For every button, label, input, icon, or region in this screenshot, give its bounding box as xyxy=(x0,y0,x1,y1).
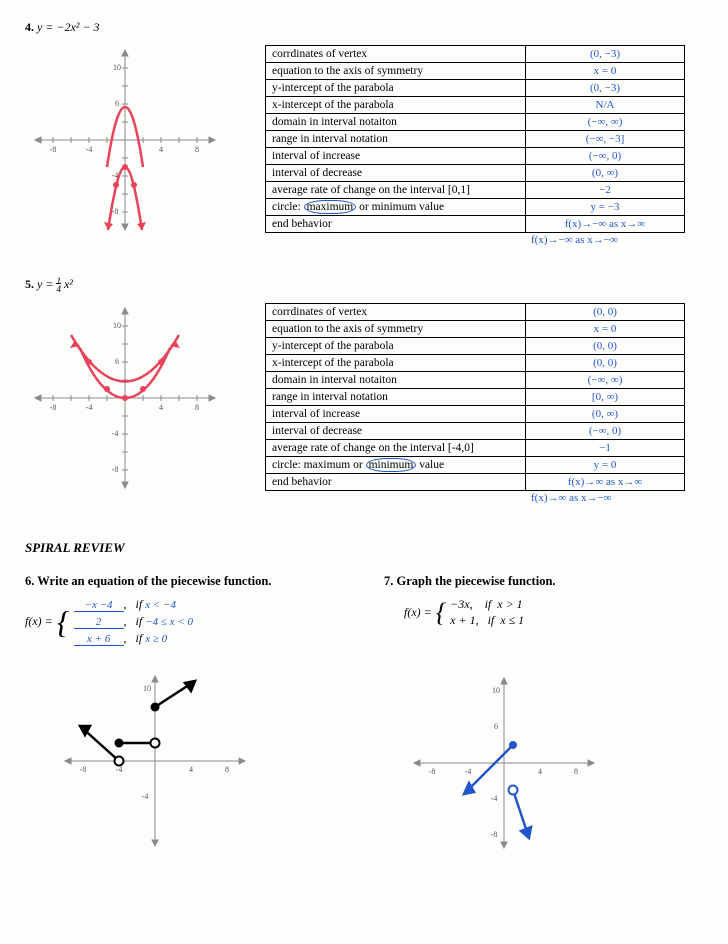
svg-text:-8: -8 xyxy=(80,765,87,774)
q6-graph: -8-448 10-4 xyxy=(55,671,344,855)
table-row: range in interval notation[0, ∞) xyxy=(266,389,685,406)
svg-text:8: 8 xyxy=(195,145,199,154)
table-row: y-intercept of the parabola(0, −3) xyxy=(266,80,685,97)
table-row: range in interval notation(−∞, −3] xyxy=(266,131,685,148)
table-row: average rate of change on the interval [… xyxy=(266,440,685,457)
problem-5: 5. y = 14 x² xyxy=(25,277,703,505)
table-row: corrdinates of vertex(0, −3) xyxy=(266,46,685,63)
svg-text:10: 10 xyxy=(492,686,500,695)
svg-text:10: 10 xyxy=(113,63,121,72)
problem-5-table-wrap: corrdinates of vertex(0, 0) equation to … xyxy=(265,298,685,505)
problem-equation: y = −2x² − 3 xyxy=(37,20,100,34)
table-row: average rate of change on the interval [… xyxy=(266,182,685,199)
table-row: interval of decrease(0, ∞) xyxy=(266,165,685,182)
questions-row: 6. Write an equation of the piecewise fu… xyxy=(25,574,703,857)
problem-4-table-wrap: corrdinates of vertex(0, −3) equation to… xyxy=(265,40,685,247)
q7-piecewise: f(x) = { −3x, if x > 1 x + 1, if x ≤ 1 xyxy=(404,597,703,628)
table-row: circle: maximum or minimum valuey = 0 xyxy=(266,457,685,474)
problem-5-graph: -8 -4 4 8 10 6 -4 -8 xyxy=(25,298,235,502)
table-row: x-intercept of the parabola(0, 0) xyxy=(266,355,685,372)
problem-number: 5. xyxy=(25,277,34,291)
svg-text:-4: -4 xyxy=(142,792,149,801)
svg-text:-8: -8 xyxy=(429,767,436,776)
table-row: end behaviorf(x)→∞ as x→∞ xyxy=(266,474,685,491)
svg-text:4: 4 xyxy=(159,403,163,412)
svg-text:-8: -8 xyxy=(112,465,119,474)
q6-title: 6. Write an equation of the piecewise fu… xyxy=(25,574,344,589)
svg-text:10: 10 xyxy=(143,684,151,693)
problem-4: 4. y = −2x² − 3 xyxy=(25,20,703,247)
extra-end-behavior: f(x)→∞ as x→−∞ xyxy=(525,491,685,505)
table-row: circle: maximum or minimum valuey = −3 xyxy=(266,199,685,216)
problem-4-graph: -8-448 106-4-8 xyxy=(25,40,235,244)
svg-text:-4: -4 xyxy=(86,403,93,412)
svg-text:-4: -4 xyxy=(491,794,498,803)
svg-text:6: 6 xyxy=(115,357,119,366)
problem-5-header: 5. y = 14 x² xyxy=(25,277,703,293)
table-row: domain in interval notaiton(−∞, ∞) xyxy=(266,114,685,131)
svg-text:-8: -8 xyxy=(491,830,498,839)
q7-title: 7. Graph the piecewise function. xyxy=(384,574,703,589)
svg-text:-4: -4 xyxy=(86,145,93,154)
problem-4-header: 4. y = −2x² − 3 xyxy=(25,20,703,35)
svg-text:4: 4 xyxy=(538,767,542,776)
svg-text:4: 4 xyxy=(189,765,193,774)
problem-number: 4. xyxy=(25,20,34,34)
question-7: 7. Graph the piecewise function. f(x) = … xyxy=(384,574,703,857)
svg-text:6: 6 xyxy=(494,722,498,731)
svg-text:-8: -8 xyxy=(50,145,57,154)
problem-5-table: corrdinates of vertex(0, 0) equation to … xyxy=(265,303,685,491)
table-row: interval of increase(0, ∞) xyxy=(266,406,685,423)
problem-4-table: corrdinates of vertex(0, −3) equation to… xyxy=(265,45,685,233)
table-row: end behaviorf(x)→−∞ as x→∞ xyxy=(266,216,685,233)
table-row: equation to the axis of symmetryx = 0 xyxy=(266,63,685,80)
table-row: equation to the axis of symmetryx = 0 xyxy=(266,321,685,338)
table-row: interval of decrease(−∞, 0) xyxy=(266,423,685,440)
problem-equation: y = 14 x² xyxy=(37,277,73,291)
question-6: 6. Write an equation of the piecewise fu… xyxy=(25,574,344,857)
svg-text:-4: -4 xyxy=(112,429,119,438)
svg-text:-8: -8 xyxy=(50,403,57,412)
table-row: x-intercept of the parabolaN/A xyxy=(266,97,685,114)
q7-graph: -8 -4 4 8 10 6 -4 -8 xyxy=(404,673,703,857)
svg-text:6: 6 xyxy=(115,99,119,108)
svg-text:8: 8 xyxy=(225,765,229,774)
table-row: interval of increase(−∞, 0) xyxy=(266,148,685,165)
svg-text:10: 10 xyxy=(113,321,121,330)
table-row: domain in interval notaiton(−∞, ∞) xyxy=(266,372,685,389)
q6-piecewise: f(x) = { −x −4, if x < −4 2, if −4 ≤ x <… xyxy=(25,597,344,646)
table-row: corrdinates of vertex(0, 0) xyxy=(266,304,685,321)
svg-text:8: 8 xyxy=(574,767,578,776)
table-row: y-intercept of the parabola(0, 0) xyxy=(266,338,685,355)
svg-text:-4: -4 xyxy=(465,767,472,776)
svg-text:8: 8 xyxy=(195,403,199,412)
svg-text:4: 4 xyxy=(159,145,163,154)
extra-end-behavior: f(x)→−∞ as x→−∞ xyxy=(525,233,685,247)
spiral-review-header: SPIRAL REVIEW xyxy=(25,540,703,556)
